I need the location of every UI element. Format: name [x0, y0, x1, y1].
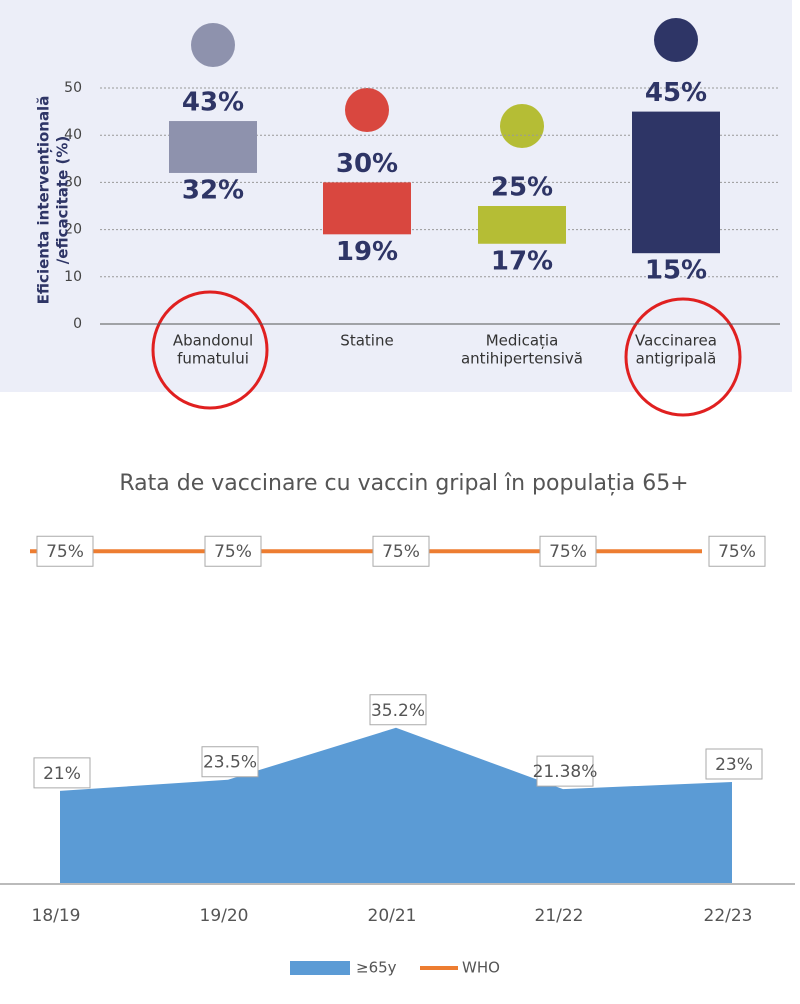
x-tick-label: Abandonul	[173, 332, 253, 350]
callout	[201, 746, 259, 778]
x-tick-label: antigripală	[636, 350, 717, 368]
y-tick-label: 0	[73, 316, 82, 332]
x-tick-label: fumatului	[177, 350, 249, 368]
data-label: 75%	[214, 542, 252, 562]
data-label: 75%	[549, 542, 587, 562]
callout	[204, 535, 262, 567]
icon-smoking	[191, 23, 235, 67]
x-tick-label: 22/23	[704, 906, 753, 926]
icon-vaccine	[654, 18, 698, 62]
callout	[369, 694, 427, 726]
callout	[33, 757, 91, 789]
value-label: 30%	[336, 149, 398, 179]
data-label: 35.2%	[371, 701, 425, 721]
value-label: 17%	[491, 246, 553, 276]
y-tick-label: 30	[64, 174, 82, 190]
x-tick-label: 21/22	[535, 906, 584, 926]
chart-title: Rata de vaccinare cu vaccin gripal în po…	[119, 471, 688, 496]
callout	[708, 535, 766, 567]
icon-statins	[345, 88, 389, 132]
value-label: 15%	[645, 256, 707, 286]
y-tick-label: 40	[64, 127, 82, 143]
data-label: 23.5%	[203, 753, 257, 773]
value-label: 19%	[336, 237, 398, 267]
legend-label: ≥65y	[356, 959, 397, 977]
data-label: 75%	[382, 542, 420, 562]
y-tick-label: 10	[64, 269, 82, 285]
value-label: 25%	[491, 173, 553, 203]
icon-medication	[500, 104, 544, 148]
bar	[169, 121, 257, 173]
bar	[478, 206, 566, 244]
data-label: 21%	[43, 764, 81, 784]
highlight-circle	[151, 290, 269, 410]
callout	[372, 535, 430, 567]
callout	[36, 535, 94, 567]
x-tick-label: antihipertensivă	[461, 350, 583, 368]
area	[60, 727, 732, 884]
value-label: 32%	[182, 175, 244, 205]
y-tick-label: 20	[64, 222, 82, 238]
y-tick-label: 50	[64, 80, 82, 96]
x-tick-label: Medicația	[486, 332, 559, 350]
highlight-circle	[624, 297, 742, 417]
y-axis-label: Eficienta intervențională	[35, 96, 53, 305]
legend-label: WHO	[462, 959, 500, 977]
data-label: 21.38%	[533, 762, 598, 782]
x-tick-label: 18/19	[32, 906, 81, 926]
y-axis-label: /eficacitate (%)	[54, 136, 72, 264]
bar	[632, 111, 720, 254]
legend-swatch	[290, 961, 350, 975]
value-label: 43%	[182, 88, 244, 118]
callout	[539, 535, 597, 567]
data-label: 23%	[715, 755, 753, 775]
value-label: 45%	[645, 78, 707, 108]
x-tick-label: 20/21	[368, 906, 417, 926]
data-label: 75%	[718, 542, 756, 562]
data-label: 75%	[46, 542, 84, 562]
bar	[323, 182, 411, 235]
callout	[705, 748, 763, 780]
x-tick-label: Vaccinarea	[635, 332, 717, 350]
callout	[536, 755, 594, 787]
x-tick-label: 19/20	[200, 906, 249, 926]
x-tick-label: Statine	[340, 332, 393, 350]
